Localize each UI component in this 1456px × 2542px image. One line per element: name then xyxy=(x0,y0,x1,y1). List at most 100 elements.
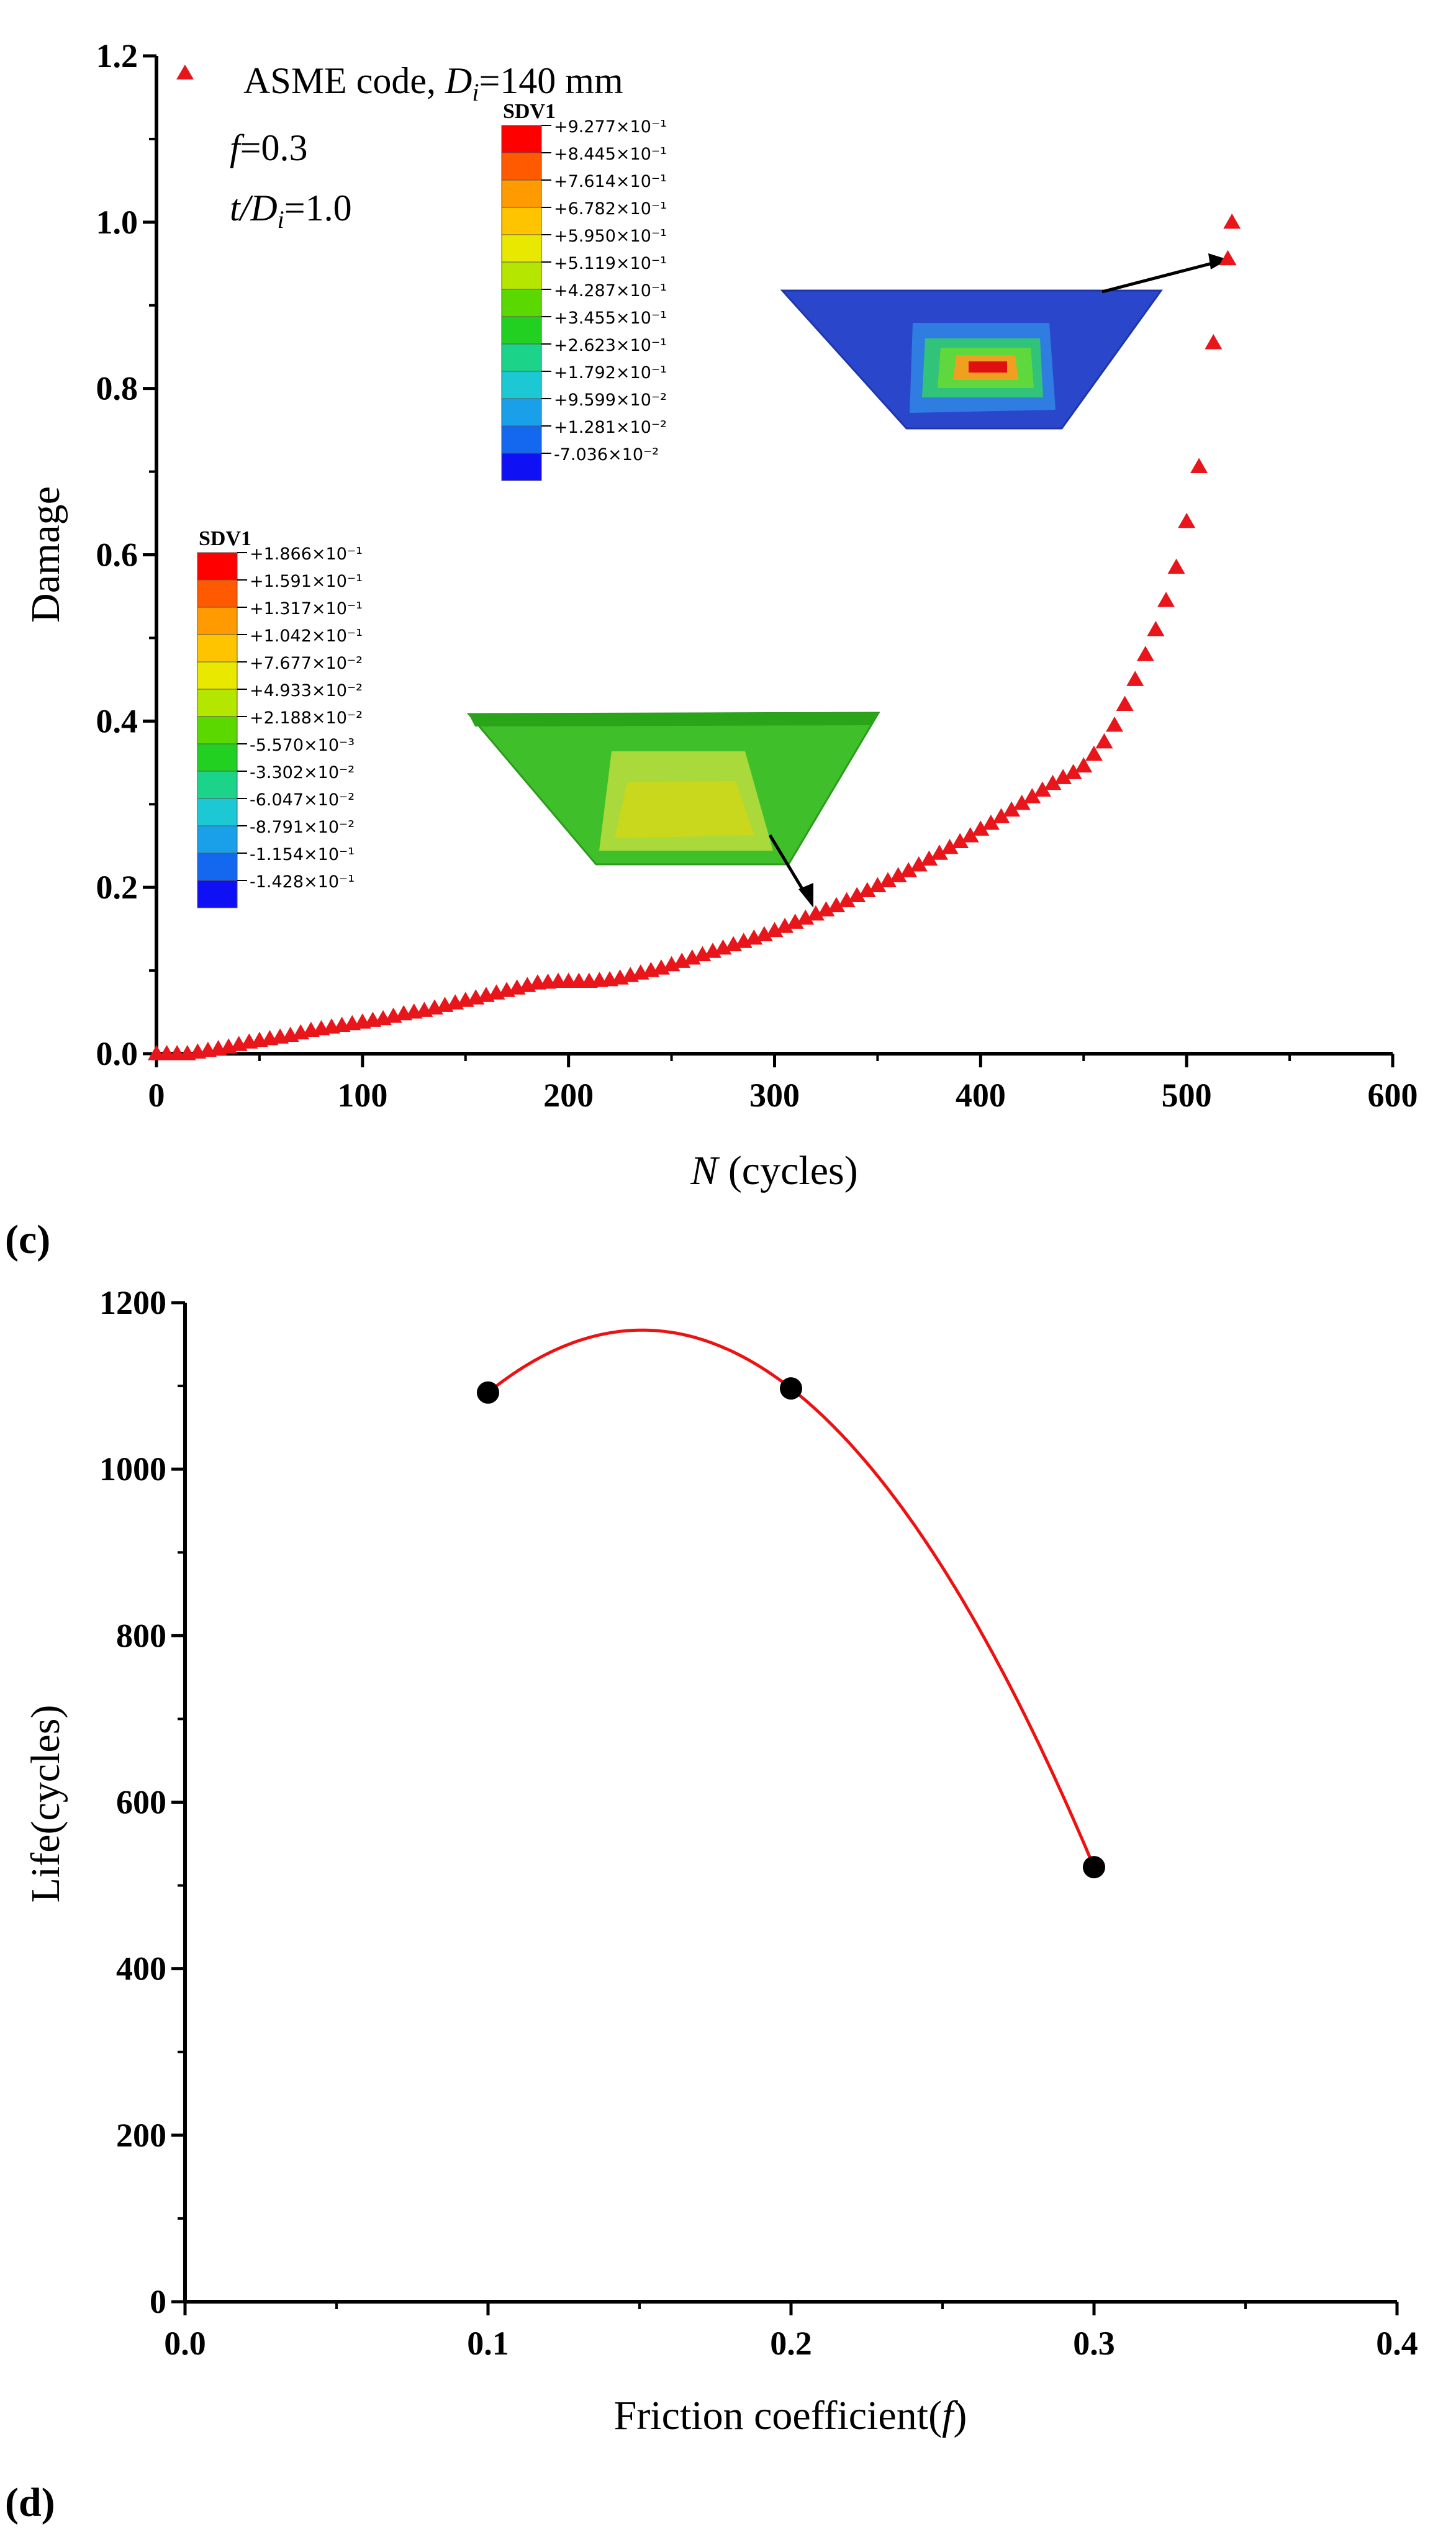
x-tick-label: 0.0 xyxy=(164,2325,206,2362)
contour-color-swatch xyxy=(197,743,238,772)
y-tick-label: 800 xyxy=(116,1617,166,1654)
contour-color-swatch xyxy=(197,661,238,690)
legend-line-2: f=0.3 xyxy=(230,127,308,168)
contour-color-swatch xyxy=(501,316,542,345)
contour-color-swatch xyxy=(501,453,542,481)
data-point-triangle xyxy=(1075,757,1093,773)
data-point-triangle xyxy=(1219,250,1237,266)
contour-value-label: -1.154×10⁻¹ xyxy=(250,845,355,864)
data-point-triangle xyxy=(1190,458,1208,474)
data-point-triangle xyxy=(889,867,907,882)
contour-value-label: +1.591×10⁻¹ xyxy=(250,572,363,591)
data-point-triangle xyxy=(1044,774,1062,790)
contour-legend-title: SDV1 xyxy=(199,527,251,550)
data-point-triangle xyxy=(941,838,959,854)
contour-color-swatch xyxy=(197,634,238,663)
data-point-triangle xyxy=(879,872,897,887)
axis-ticks-c: 0 100 200 300 400 500 600 0.0 0.2 0.4 0.6 0.8 1.0 1.2 xyxy=(96,37,1418,1114)
legend-marker xyxy=(176,65,194,79)
contour-value-label: +1.281×10⁻² xyxy=(554,418,667,437)
y-tick-label: 0 xyxy=(150,2283,166,2320)
contour-value-label: +9.599×10⁻² xyxy=(554,391,667,410)
data-point-triangle xyxy=(766,921,784,938)
contour-value-label: -3.302×10⁻² xyxy=(250,763,355,782)
contour-value-label: +1.042×10⁻¹ xyxy=(250,626,363,646)
y-tick-label: 1.2 xyxy=(96,37,138,75)
data-point-triangle xyxy=(900,862,918,877)
contour-value-label: +5.950×10⁻¹ xyxy=(554,227,667,246)
x-axis-label-d: Friction coefficient(f) xyxy=(614,2393,967,2438)
data-point-triangle xyxy=(838,892,856,908)
contour-value-label: +1.317×10⁻¹ xyxy=(250,599,363,618)
data-point-triangle xyxy=(951,833,969,849)
contour-color-swatch xyxy=(501,343,542,372)
data-point-triangle xyxy=(869,877,887,892)
contour-color-swatch xyxy=(501,125,542,153)
y-tick-label: 0.4 xyxy=(96,702,138,740)
x-tick-label: 400 xyxy=(956,1077,1006,1114)
contour-color-swatch xyxy=(197,853,238,881)
contour-color-swatch xyxy=(501,371,542,399)
annotation-arrows xyxy=(768,253,1228,908)
data-point-triangle xyxy=(1013,794,1031,810)
data-point-circle xyxy=(780,1377,802,1400)
contour-color-swatch xyxy=(197,579,238,608)
y-tick-label: 0.0 xyxy=(96,1035,138,1072)
data-point-triangle xyxy=(1023,788,1041,803)
panel-c: SDV1+1.866×10⁻¹ +1.591×10⁻¹ +1.317×10⁻¹ +1.… xyxy=(5,37,1418,1262)
contour-value-label: +4.287×10⁻¹ xyxy=(554,281,667,301)
x-tick-label: 600 xyxy=(1368,1077,1418,1114)
contour-value-label: -5.570×10⁻³ xyxy=(250,736,355,755)
x-tick-label: 300 xyxy=(749,1077,800,1114)
fe-model-image-high xyxy=(780,289,1163,430)
contour-legend-2: SDV1+9.277×10⁻¹ +8.445×10⁻¹ +7.614×10⁻¹ +6.… xyxy=(501,100,667,481)
data-point-triangle xyxy=(930,844,948,860)
data-point-triangle xyxy=(848,887,866,903)
axes-d xyxy=(183,1303,1397,2304)
contour-color-swatch xyxy=(197,825,238,854)
legend-c: ASME code, Di=140 mm f=0.3 t/Di=1.0 xyxy=(176,60,623,233)
data-point-triangle xyxy=(972,820,990,836)
data-point-triangle xyxy=(992,808,1010,823)
x-tick-label: 0 xyxy=(148,1077,165,1114)
y-tick-label: 0.8 xyxy=(96,370,138,407)
data-point-triangle xyxy=(920,850,938,866)
contour-color-swatch xyxy=(197,771,238,799)
contour-color-swatch xyxy=(501,179,542,208)
panel-d: 0.0 0.1 0.2 0.3 0.4 0 200 400 600 800 1000 1200 Lif… xyxy=(5,1284,1418,2525)
data-point-triangle xyxy=(1054,769,1072,784)
y-axis-label-d: Life(cycles) xyxy=(23,1705,68,1903)
contour-value-label: +1.792×10⁻¹ xyxy=(554,363,667,382)
contour-value-label: +7.614×10⁻¹ xyxy=(554,172,667,191)
data-point-triangle xyxy=(1205,334,1223,350)
data-point-triangle xyxy=(1157,592,1175,607)
data-point-triangle xyxy=(797,909,815,925)
contour-color-swatch xyxy=(501,398,542,427)
y-tick-label: 400 xyxy=(116,1950,166,1988)
data-point-triangle xyxy=(1136,646,1154,661)
contour-color-swatch xyxy=(197,716,238,744)
contour-value-label: +3.455×10⁻¹ xyxy=(554,309,667,328)
contour-value-label: -8.791×10⁻² xyxy=(250,818,355,837)
data-point-triangle xyxy=(1064,764,1082,779)
contour-color-swatch xyxy=(197,552,238,581)
contour-color-swatch xyxy=(501,289,542,317)
panel-label-c: (c) xyxy=(5,1217,50,1262)
legend-line-1: ASME code, Di=140 mm xyxy=(243,60,623,106)
data-point-triangle xyxy=(1003,801,1021,817)
x-tick-label: 500 xyxy=(1162,1077,1212,1114)
y-tick-label: 200 xyxy=(116,2117,166,2154)
data-point-circle xyxy=(1083,1856,1105,1879)
data-point-triangle xyxy=(786,913,804,929)
data-point-triangle xyxy=(858,882,876,898)
contour-color-swatch xyxy=(197,689,238,717)
y-tick-label: 0.6 xyxy=(96,536,138,574)
contour-value-label: -7.036×10⁻² xyxy=(554,445,659,464)
x-axis-label-c: N (cycles) xyxy=(690,1148,857,1193)
contour-value-label: +1.866×10⁻¹ xyxy=(250,545,363,564)
contour-color-swatch xyxy=(501,207,542,235)
data-series-life xyxy=(477,1377,1105,1879)
contour-value-label: +7.677×10⁻² xyxy=(250,654,363,673)
data-point-triangle xyxy=(807,905,825,921)
